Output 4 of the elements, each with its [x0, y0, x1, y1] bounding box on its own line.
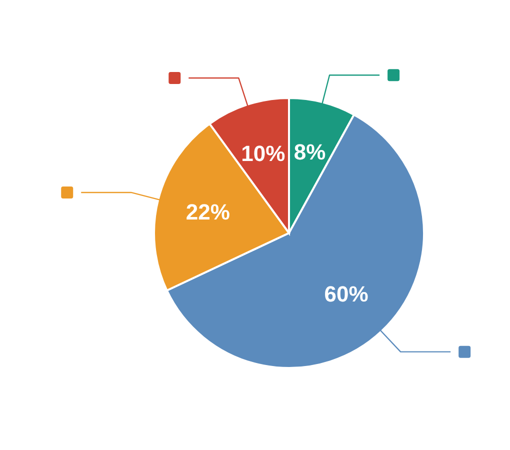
data-label: 60%: [324, 282, 368, 307]
data-label: 8%: [294, 139, 326, 164]
data-label: 22%: [186, 200, 230, 225]
data-label: 10%: [241, 140, 286, 166]
